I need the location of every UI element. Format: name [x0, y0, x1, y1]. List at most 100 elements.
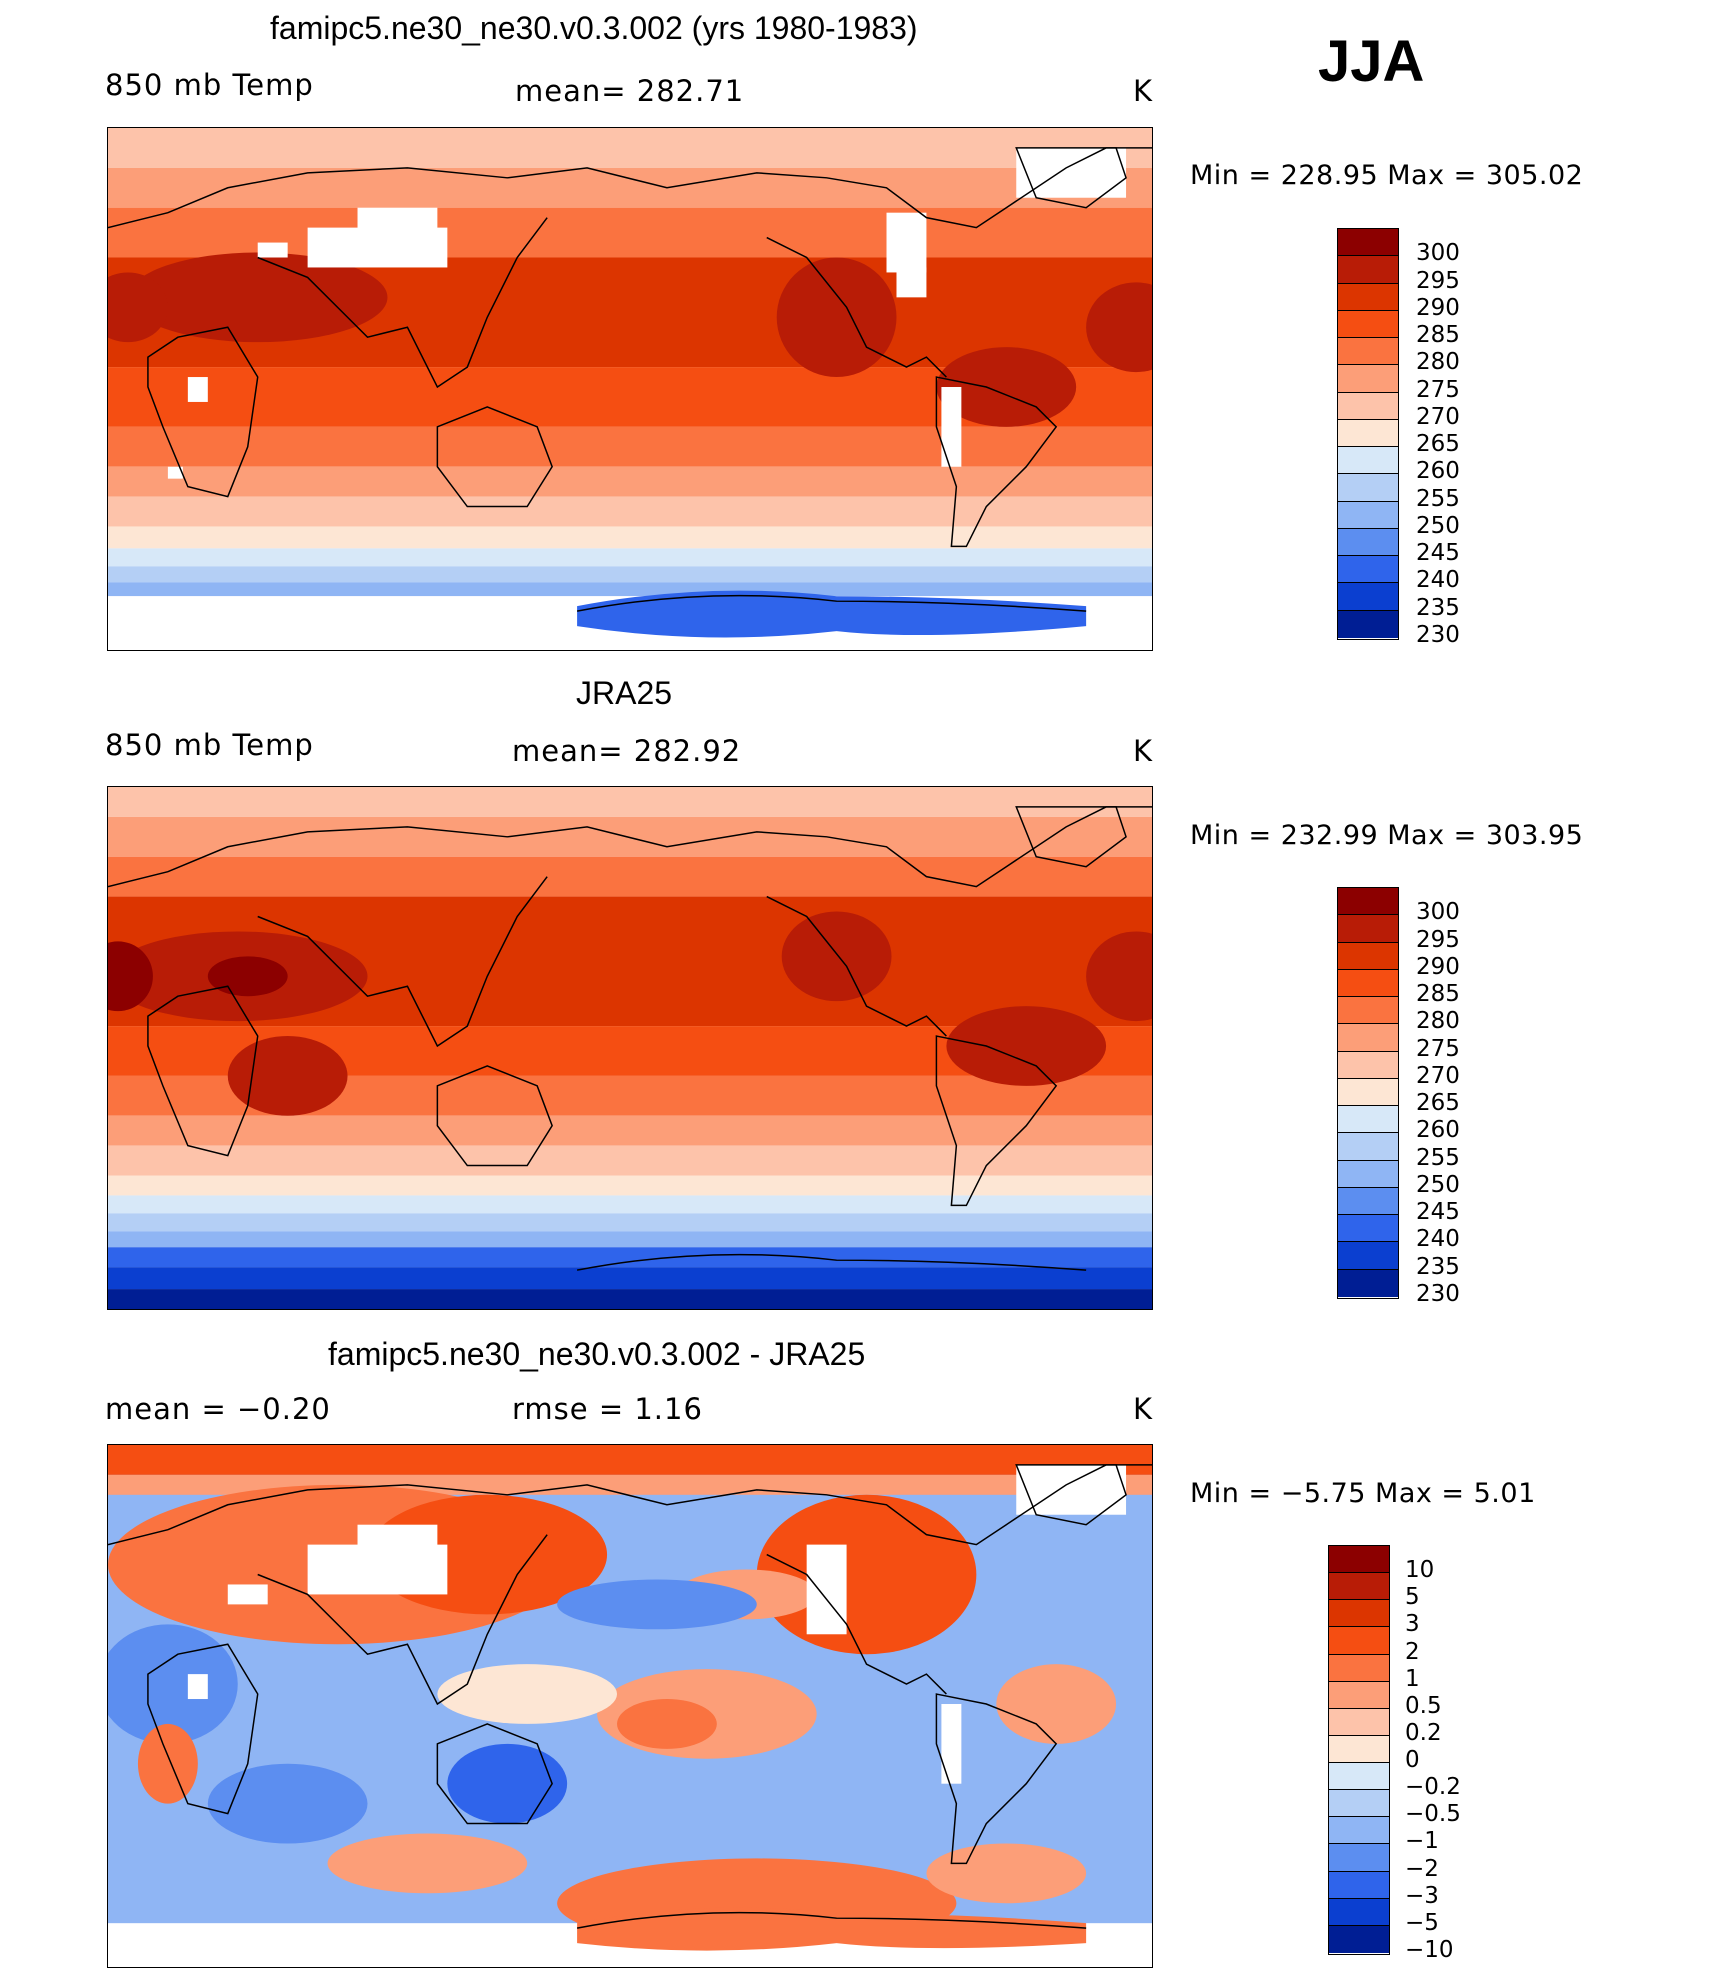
colorbar-level-label: −10	[1405, 1937, 1454, 1963]
colorbar-level-label: 255	[1416, 1144, 1460, 1171]
colorbar-swatch	[1329, 1681, 1389, 1709]
panel-diff-rmse-label: rmse = 1.16	[512, 1392, 703, 1426]
colorbar-swatch	[1338, 528, 1398, 557]
panel-obs-map	[107, 786, 1153, 1310]
colorbar-level-label: 250	[1416, 512, 1460, 539]
colorbar-swatch	[1338, 1106, 1398, 1134]
panel-model-unit-label: K	[1133, 74, 1154, 108]
colorbar-level-label: 240	[1416, 567, 1460, 594]
colorbar-swatch	[1329, 1790, 1389, 1818]
colorbar-swatch	[1338, 365, 1398, 393]
colorbar-level-label: 260	[1416, 1117, 1460, 1144]
colorbar-swatch	[1338, 888, 1398, 916]
colorbar-swatch	[1338, 1187, 1398, 1216]
colorbar-level-label: 245	[1416, 1199, 1460, 1226]
panel-obs-title: JRA25	[576, 675, 673, 711]
colorbar-swatch	[1338, 419, 1398, 448]
colorbar-level-label: −0.5	[1405, 1801, 1461, 1828]
colorbar-level-label: 300	[1416, 240, 1460, 267]
panel-obs-minmax: Min = 232.99 Max = 303.95	[1190, 820, 1584, 851]
colorbar-level-label: 285	[1416, 322, 1460, 349]
panel-obs-variable-label: 850 mb Temp	[105, 728, 314, 762]
colorbar-level-label: 285	[1416, 981, 1460, 1008]
panel-model-variable-label: 850 mb Temp	[105, 68, 314, 102]
colorbar-swatch	[1338, 583, 1398, 611]
colorbar-level-label: 265	[1416, 1090, 1460, 1117]
colorbar-level-label: 270	[1416, 403, 1460, 430]
colorbar-swatch	[1329, 1925, 1389, 1953]
panel-diff-colorbar	[1328, 1545, 1390, 1955]
panel-model-map	[107, 127, 1153, 651]
panel-model-colorbar	[1337, 228, 1399, 640]
colorbar-swatch	[1338, 915, 1398, 943]
colorbar-swatch	[1329, 1871, 1389, 1899]
panel-obs-colorbar-cells	[1338, 888, 1398, 1297]
colorbar-level-label: 235	[1416, 1253, 1460, 1280]
colorbar-level-label: 10	[1405, 1557, 1435, 1584]
colorbar-level-label: 300	[1416, 899, 1460, 926]
colorbar-swatch	[1338, 1078, 1398, 1107]
colorbar-level-label: 1	[1405, 1665, 1420, 1692]
colorbar-swatch	[1338, 1160, 1398, 1188]
colorbar-level-label: −0.2	[1405, 1774, 1461, 1801]
colorbar-level-label: 265	[1416, 431, 1460, 458]
colorbar-level-label: 255	[1416, 485, 1460, 512]
panel-obs-unit-label: K	[1133, 734, 1154, 768]
colorbar-level-label: 275	[1416, 1035, 1460, 1062]
colorbar-level-label: −5	[1405, 1909, 1439, 1936]
colorbar-swatch	[1329, 1763, 1389, 1791]
panel-model-minmax: Min = 228.95 Max = 305.02	[1190, 160, 1584, 191]
colorbar-swatch	[1338, 1133, 1398, 1161]
colorbar-level-label: 280	[1416, 1008, 1460, 1035]
colorbar-level-label: 0.5	[1405, 1692, 1442, 1719]
panel-obs-field	[108, 787, 1152, 1309]
colorbar-level-label: 295	[1416, 267, 1460, 294]
colorbar-level-label: 230	[1416, 1281, 1460, 1307]
colorbar-swatch	[1338, 1024, 1398, 1052]
colorbar-swatch	[1338, 1269, 1398, 1297]
panel-obs-colorbar	[1337, 887, 1399, 1299]
colorbar-swatch	[1338, 942, 1398, 970]
panel-model-colorbar-cells	[1338, 229, 1398, 638]
colorbar-swatch	[1338, 256, 1398, 284]
colorbar-swatch	[1329, 1844, 1389, 1872]
colorbar-swatch	[1329, 1600, 1389, 1628]
colorbar-level-label: 295	[1416, 926, 1460, 953]
colorbar-swatch	[1338, 447, 1398, 475]
colorbar-swatch	[1329, 1817, 1389, 1845]
colorbar-swatch	[1338, 338, 1398, 366]
colorbar-level-label: 0.2	[1405, 1719, 1442, 1746]
colorbar-level-label: 260	[1416, 458, 1460, 485]
panel-model-title: famipc5.ne30_ne30.v0.3.002 (yrs 1980-198…	[270, 10, 918, 46]
colorbar-swatch	[1329, 1735, 1389, 1763]
colorbar-level-label: 230	[1416, 622, 1460, 648]
colorbar-level-label: 245	[1416, 540, 1460, 567]
panel-obs-mean-label: mean= 282.92	[512, 734, 742, 768]
colorbar-swatch	[1338, 474, 1398, 502]
colorbar-swatch	[1338, 229, 1398, 257]
colorbar-level-label: 290	[1416, 953, 1460, 980]
colorbar-level-label: 275	[1416, 376, 1460, 403]
panel-diff-title: famipc5.ne30_ne30.v0.3.002 - JRA25	[328, 1336, 866, 1372]
colorbar-swatch	[1338, 610, 1398, 638]
colorbar-swatch	[1338, 392, 1398, 420]
colorbar-level-label: 3	[1405, 1611, 1420, 1638]
colorbar-swatch	[1338, 310, 1398, 339]
panel-diff-colorbar-cells	[1329, 1546, 1389, 1953]
colorbar-swatch	[1329, 1546, 1389, 1574]
colorbar-swatch	[1329, 1708, 1389, 1736]
colorbar-swatch	[1329, 1627, 1389, 1655]
colorbar-level-label: 235	[1416, 594, 1460, 621]
colorbar-level-label: 2	[1405, 1638, 1420, 1665]
colorbar-swatch	[1338, 556, 1398, 584]
colorbar-level-label: 240	[1416, 1226, 1460, 1253]
colorbar-swatch	[1329, 1898, 1389, 1926]
season-label: JJA	[1318, 29, 1425, 94]
colorbar-swatch	[1329, 1573, 1389, 1601]
colorbar-level-label: 280	[1416, 349, 1460, 376]
colorbar-level-label: 5	[1405, 1584, 1420, 1611]
colorbar-level-label: −1	[1405, 1828, 1439, 1855]
panel-diff-field	[108, 1445, 1152, 1967]
colorbar-swatch	[1338, 1215, 1398, 1243]
colorbar-level-label: 290	[1416, 294, 1460, 321]
